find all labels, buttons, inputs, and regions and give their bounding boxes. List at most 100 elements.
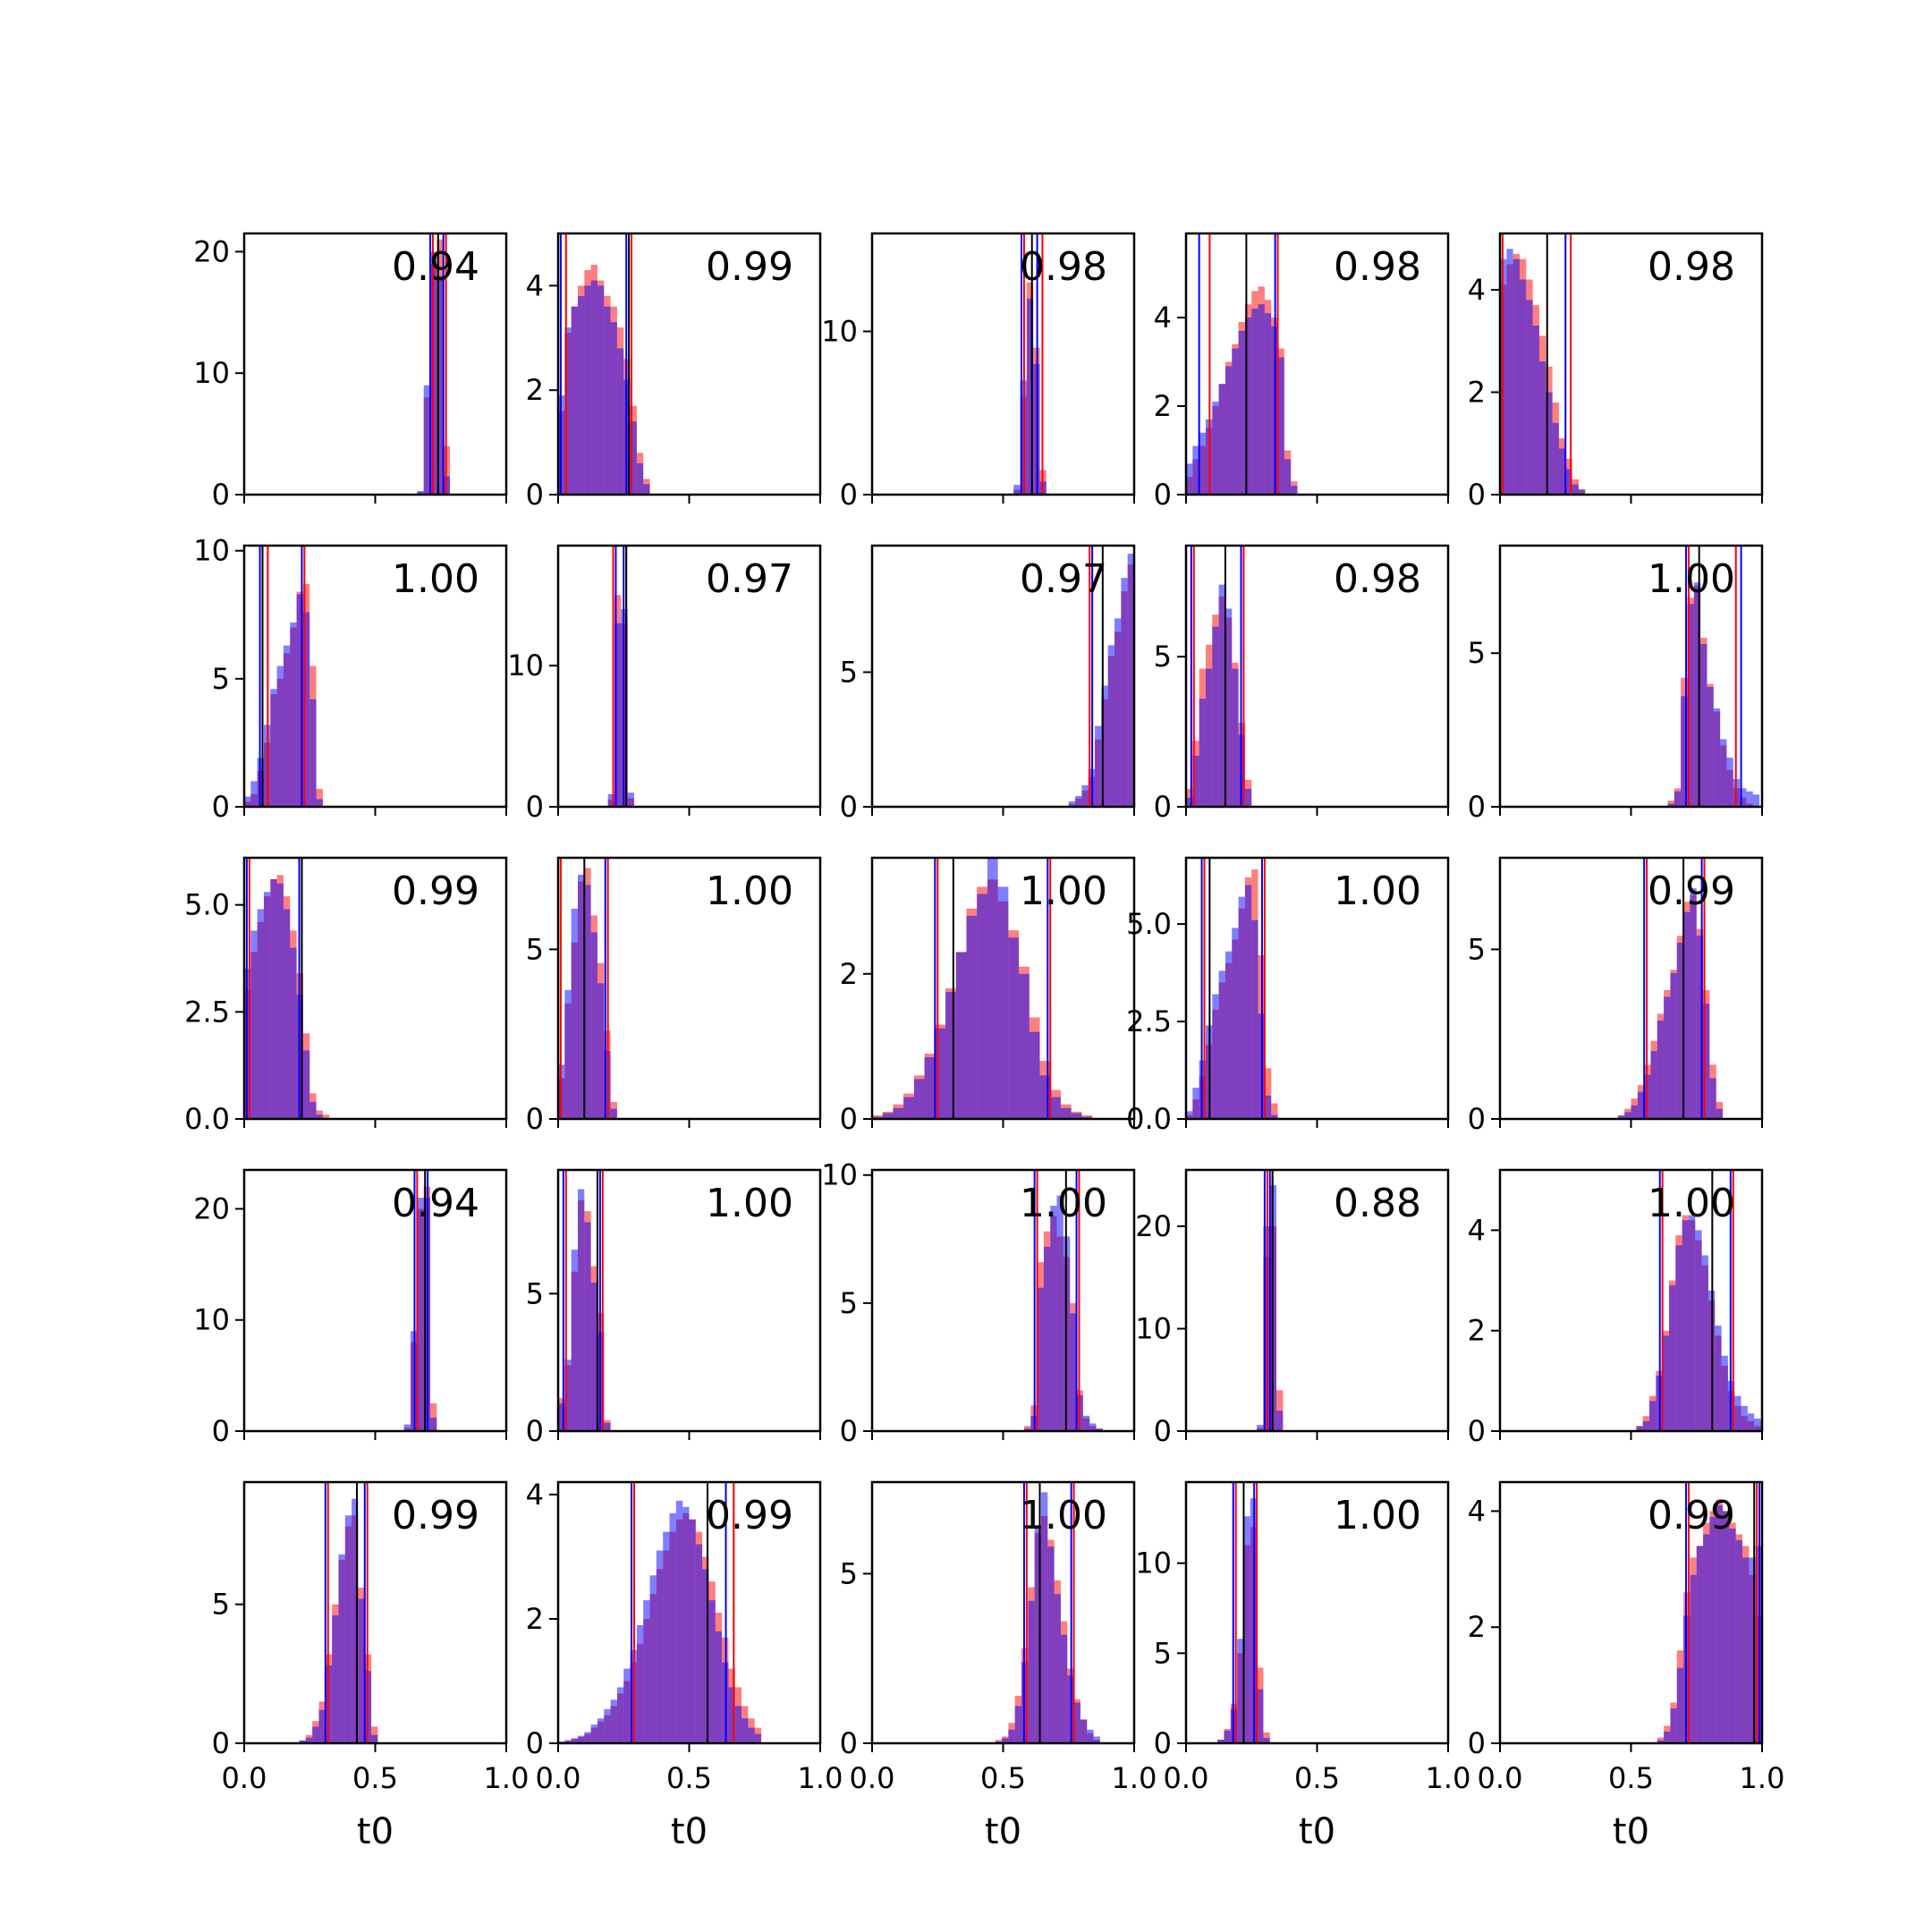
- histogram-bar-blue: [1649, 1401, 1657, 1431]
- panel-4-1: 0 10 20 0.94: [193, 1168, 508, 1448]
- histogram-bar-blue: [371, 1734, 378, 1743]
- histogram-bar-blue: [1565, 469, 1572, 495]
- histogram-bar-blue: [616, 348, 624, 495]
- histogram-bar-blue: [1251, 309, 1258, 495]
- histogram-bar-blue: [1264, 313, 1272, 495]
- histogram-bar-blue: [584, 1732, 591, 1743]
- histogram-bar-blue: [1703, 1534, 1710, 1743]
- histogram-bar-blue: [1546, 392, 1553, 495]
- histogram-bar-blue: [1224, 608, 1233, 807]
- x-axis-label: t0: [671, 1811, 708, 1852]
- y-tick-label: 0: [212, 478, 230, 512]
- panel-5-3: 0 5 0.0 0.5 1.0 t0 1.00: [840, 1480, 1157, 1852]
- y-tick-label: 0.0: [1126, 1102, 1172, 1136]
- panel-2-4: 050.98: [1154, 544, 1450, 824]
- plot-area: [1636, 1170, 1762, 1431]
- x-tick-label: 0.0: [536, 1761, 581, 1795]
- histogram-bar-blue: [584, 885, 591, 1119]
- histogram-bar-blue: [1218, 384, 1225, 495]
- histogram-bar-blue: [1014, 1706, 1022, 1743]
- panel-annotation: 0.94: [392, 1181, 479, 1226]
- y-tick-label: 5: [212, 662, 230, 696]
- y-tick-label: 10: [821, 315, 858, 349]
- histogram-bar-blue: [1217, 1739, 1224, 1743]
- y-tick-label: 4: [1468, 273, 1486, 307]
- panel-3-5: 050.99: [1468, 856, 1764, 1136]
- histogram-bar-blue: [604, 1708, 611, 1743]
- y-tick-label: 0: [212, 1414, 230, 1448]
- histogram-bar-blue: [607, 793, 614, 807]
- histogram-bar-red: [430, 1402, 437, 1431]
- y-tick-label: 0: [840, 1726, 858, 1760]
- histogram-bar-blue: [1742, 1557, 1750, 1743]
- histogram-bar-blue: [1186, 463, 1193, 495]
- histogram-bar-blue: [316, 1114, 323, 1119]
- histogram-bar-blue: [1746, 791, 1753, 807]
- histogram-bar-blue: [564, 1360, 572, 1431]
- plot-area: [1186, 546, 1252, 807]
- plot-area: [558, 233, 650, 495]
- x-tick-label: 1.0: [798, 1761, 843, 1795]
- y-tick-label: 2: [1468, 1610, 1486, 1644]
- y-tick-label: 10: [1135, 1546, 1172, 1580]
- y-tick-label: 10: [1135, 1311, 1172, 1345]
- y-tick-label: 0: [526, 790, 544, 824]
- panel-annotation: 0.97: [706, 556, 793, 602]
- panel-annotation: 1.00: [1334, 869, 1421, 914]
- histogram-bar-blue: [1096, 1428, 1103, 1431]
- y-tick-label: 5: [526, 1276, 544, 1310]
- y-tick-label: 0: [526, 1726, 544, 1760]
- panel-4-2: 051.00: [526, 1168, 822, 1448]
- plot-area: [403, 1170, 437, 1431]
- histogram-bar-blue: [1687, 604, 1694, 807]
- y-tick-label: 5: [840, 1556, 858, 1590]
- histogram-bar-blue: [1002, 1738, 1009, 1743]
- histogram-bar-blue: [571, 1738, 578, 1743]
- histogram-bar-blue: [1257, 1689, 1264, 1743]
- histogram-bar-blue: [1657, 1021, 1665, 1119]
- histogram-bar-blue: [1095, 725, 1102, 807]
- histogram-bar-blue: [1690, 1574, 1697, 1743]
- panel-annotation: 0.98: [1334, 556, 1421, 602]
- histogram-bar-blue: [1696, 1546, 1704, 1743]
- y-tick-label: 5: [1154, 1636, 1172, 1670]
- histogram-bar-blue: [1676, 1667, 1684, 1743]
- histogram-bar-blue: [423, 385, 431, 495]
- plot-area: [299, 1482, 378, 1743]
- y-tick-label: 0: [1154, 1414, 1172, 1448]
- histogram-bar-red: [1264, 1068, 1272, 1119]
- y-tick-label: 2: [840, 957, 858, 991]
- histogram-bar-blue: [1695, 1230, 1702, 1431]
- histogram-bar-blue: [997, 886, 1009, 1119]
- x-axis-label: t0: [357, 1811, 394, 1852]
- histogram-bar-blue: [610, 1108, 617, 1119]
- histogram-bar-blue: [1243, 1516, 1250, 1743]
- histogram-bar-blue: [1716, 1108, 1724, 1119]
- histogram-bar-blue: [1277, 357, 1284, 495]
- histogram-bar-blue: [1696, 936, 1704, 1119]
- histogram-bar-blue: [1741, 1405, 1748, 1431]
- panel-annotation: 0.99: [392, 1493, 479, 1538]
- panel-5-2: 0 2 4 0.0 0.5 1.0 t0 0.99: [526, 1478, 843, 1852]
- panel-annotation: 0.97: [1020, 556, 1107, 602]
- histogram-bar-blue: [597, 285, 605, 495]
- histogram-bar-blue: [1617, 1115, 1625, 1119]
- histogram-bar-blue: [257, 909, 264, 1119]
- histogram-bar-blue: [1071, 1113, 1082, 1119]
- histogram-bar-blue: [250, 781, 258, 807]
- histogram-bar-blue: [1019, 973, 1030, 1119]
- histogram-bar-blue: [656, 1550, 664, 1743]
- histogram-bar-blue: [1070, 1313, 1077, 1431]
- plot-area: [1617, 858, 1724, 1119]
- y-tick-label: 0: [212, 790, 230, 824]
- histogram-bar-blue: [1205, 668, 1213, 807]
- histogram-bar-blue: [417, 490, 424, 495]
- plot-area: [607, 546, 634, 807]
- histogram-bar-blue: [1212, 626, 1219, 807]
- y-tick-label: 2: [1468, 1314, 1486, 1348]
- panel-1-4: 0 2 4 0.98: [1154, 232, 1450, 512]
- histogram-bar-blue: [305, 1737, 313, 1743]
- histogram-bar-blue: [430, 1418, 437, 1431]
- histogram-bar-blue: [636, 1624, 644, 1743]
